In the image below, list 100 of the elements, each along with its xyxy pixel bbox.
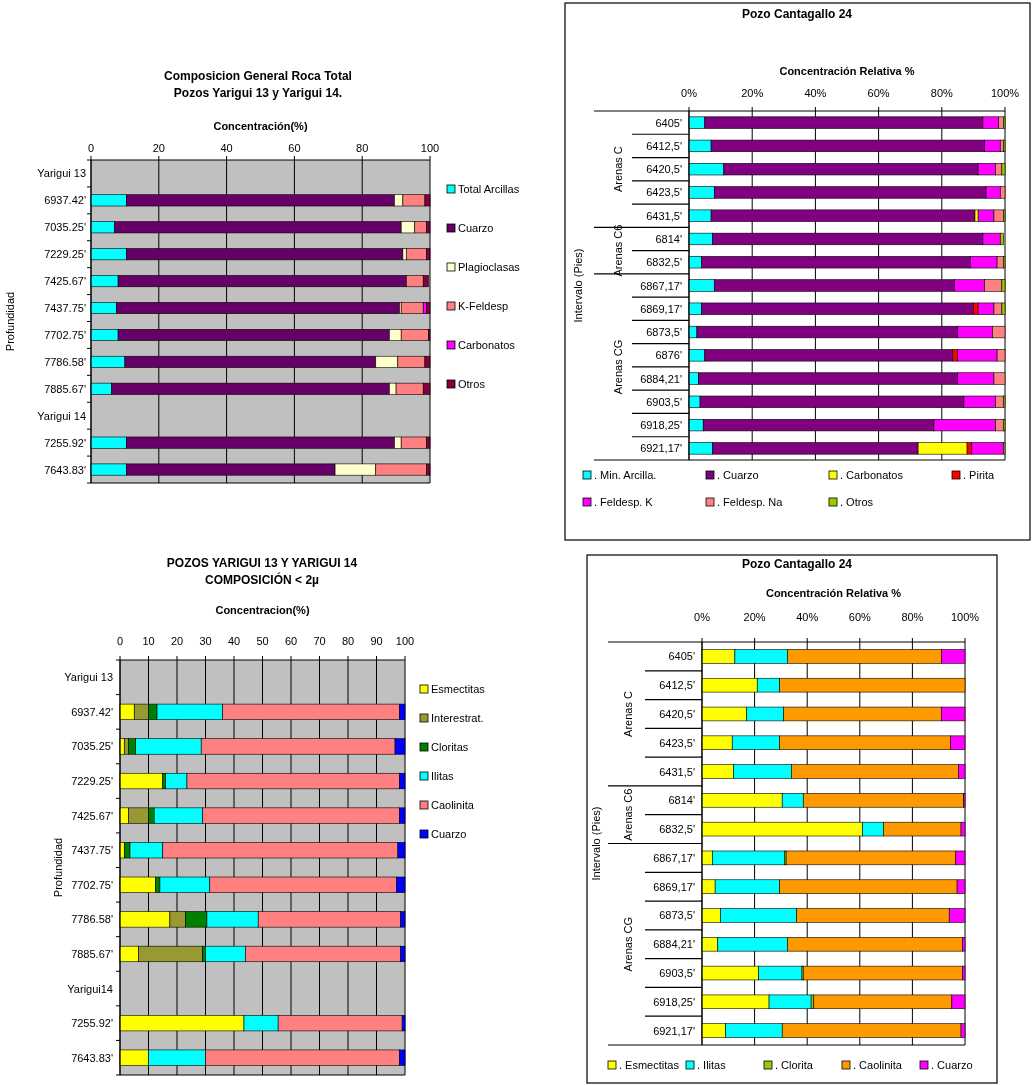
y-tick-label: 6405': [668, 650, 695, 663]
chart-title: POZOS YARIGUI 13 Y YARIGUI 14: [166, 556, 358, 570]
chart-title: Pozo Cantagallo 24: [741, 7, 853, 21]
x-tick-label: 50: [256, 635, 269, 647]
y-tick-label: Yarigui 13: [64, 671, 113, 684]
y-tick-label: 6867,17': [640, 279, 682, 292]
y-tick-label: 7643.83': [44, 463, 86, 476]
text: Arenas CG: [612, 339, 624, 395]
legend-label: Esmectitas: [431, 683, 486, 695]
y-tick-label: 6832,5': [646, 256, 682, 269]
y-tick-label: 7425.67': [71, 809, 113, 822]
y-tick-label: 6423,5': [646, 186, 682, 199]
legend-label: . Cuarzo: [717, 469, 759, 481]
y-tick-label: 7702.75': [44, 328, 86, 341]
y-tick-label: 6876': [655, 349, 682, 362]
y-tick-label: 7786.58': [44, 355, 86, 368]
y-tick-label: 6423,5': [659, 736, 695, 749]
y-tick-label: 6420,5': [646, 163, 682, 176]
y-tick-label: Yarigui 13: [37, 167, 86, 180]
x-tick-label: 100%: [990, 87, 1020, 99]
y-tick-label: 6814': [668, 794, 695, 807]
x-tick-label: 90: [370, 635, 383, 647]
y-tick-label: 6921,17': [640, 442, 682, 455]
x-tick-label: 0: [87, 142, 95, 154]
y-axis-title: Profundidad: [4, 291, 16, 352]
y-tick-label: 7229.25': [44, 248, 86, 261]
chart-title: Pozo Cantagallo 24: [741, 557, 853, 571]
x-tick-label: 40%: [804, 87, 827, 99]
x-axis-title: Concentración Relativa %: [779, 65, 915, 77]
y-tick-label: 6903,5': [659, 967, 695, 980]
x-tick-label: 100: [420, 142, 440, 154]
x-tick-label: 20: [152, 142, 165, 154]
y-tick-label: 7255.92': [44, 436, 86, 449]
x-tick-label: 30: [199, 635, 212, 647]
y-tick-label: 6921,17': [653, 1024, 695, 1037]
x-tick-label: 60: [288, 142, 301, 154]
legend-label: Interestrat.: [431, 712, 484, 724]
y-tick-label: 6869,17': [653, 880, 695, 893]
x-axis-title: Concentracion(%): [215, 604, 310, 616]
legend-label: Carbonatos: [458, 339, 516, 351]
y-tick-label: 7437.75': [44, 302, 86, 315]
x-axis-title: Concentración(%): [213, 120, 308, 132]
text: Arenas C6: [622, 788, 634, 841]
y-axis-title: Intervalo (Pies): [572, 248, 584, 323]
text: Arenas C: [622, 690, 634, 737]
legend-label: . Cuarzo: [931, 1059, 973, 1071]
y-tick-label: Yarigui14: [67, 982, 113, 995]
legend-label: Cuarzo: [458, 222, 494, 234]
y-tick-label: 6884,21': [653, 938, 695, 951]
x-tick-label: 80%: [901, 611, 924, 623]
y-tick-label: 6814': [655, 232, 682, 245]
y-tick-label: 6937.42': [71, 705, 113, 718]
x-tick-label: 20%: [741, 87, 764, 99]
y-tick-label: Yarigui 14: [37, 409, 86, 422]
legend-label: K-Feldesp: [458, 300, 509, 312]
y-tick-label: 6412,5': [659, 679, 695, 692]
y-tick-label: 7786.58': [71, 913, 113, 926]
y-tick-label: 6873,5': [646, 326, 682, 339]
legend-label: Ilitas: [431, 770, 455, 782]
legend-label: . Feldesp. Na: [717, 496, 784, 508]
y-tick-label: 7035.25': [71, 740, 113, 753]
y-tick-label: 6869,17': [640, 302, 682, 315]
legend-label: . Feldesp. K: [594, 496, 654, 508]
y-tick-label: 7702.75': [71, 878, 113, 891]
x-tick-label: 60: [284, 635, 298, 647]
x-axis-title: Concentración Relativa %: [765, 587, 902, 599]
x-tick-label: 40: [227, 635, 241, 647]
x-tick-label: 40%: [796, 611, 819, 623]
x-tick-label: 80%: [930, 87, 954, 99]
chart-subtitle: Pozos Yarigui 13 y Yarigui 14.: [173, 86, 343, 100]
y-axis-title: Profundidad: [52, 837, 64, 898]
x-tick-label: 0: [116, 635, 124, 647]
y-tick-label: 6420,5': [659, 707, 695, 720]
y-tick-label: 6412,5': [646, 139, 682, 152]
y-tick-label: 7229.25': [71, 775, 113, 788]
text: Arenas C: [612, 146, 624, 193]
x-tick-label: 20: [170, 635, 184, 647]
y-tick-label: 6431,5': [659, 765, 695, 778]
x-tick-label: 80: [341, 635, 355, 647]
legend-label: Total Arcillas: [458, 183, 520, 195]
y-tick-label: 7255.92': [71, 1017, 113, 1030]
legend-label: . Pirita: [963, 469, 996, 481]
x-tick-label: 60%: [848, 611, 872, 623]
y-tick-label: 6873,5': [659, 909, 695, 922]
legend-label: . Caolinita: [853, 1059, 903, 1071]
legend-label: Cloritas: [431, 741, 469, 753]
legend-label: . Clorita: [775, 1059, 814, 1071]
y-tick-label: 7643.83': [71, 1051, 113, 1064]
y-tick-label: 6918,25': [640, 419, 682, 432]
x-tick-label: 10: [142, 635, 155, 647]
legend-label: . Ilitas: [697, 1059, 727, 1071]
y-tick-label: 6431,5': [646, 209, 682, 222]
x-tick-label: 80: [356, 142, 369, 154]
y-tick-label: 7437.75': [71, 844, 113, 857]
y-tick-label: 6867,17': [653, 851, 695, 864]
x-tick-label: 40: [220, 142, 233, 154]
legend-label: Otros: [458, 378, 486, 390]
bar: [405, 248, 427, 261]
x-tick-label: 70: [313, 635, 326, 647]
y-tick-label: 6903,5': [646, 395, 682, 408]
